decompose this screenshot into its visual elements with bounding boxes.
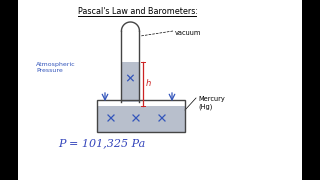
Bar bbox=[122, 62, 139, 102]
Bar bbox=[122, 31, 139, 62]
Text: h: h bbox=[145, 78, 151, 87]
Bar bbox=[0, 0, 18, 180]
Text: P = 101,325 Pa: P = 101,325 Pa bbox=[58, 138, 145, 148]
Text: vacuum: vacuum bbox=[175, 30, 201, 36]
Bar bbox=[97, 100, 185, 132]
Text: Mercury
(Hg): Mercury (Hg) bbox=[198, 96, 225, 109]
Bar bbox=[97, 106, 185, 132]
Text: Atmospheric
Pressure: Atmospheric Pressure bbox=[36, 62, 76, 73]
Text: Pascal's Law and Barometers:: Pascal's Law and Barometers: bbox=[78, 7, 198, 16]
Bar bbox=[302, 0, 320, 180]
